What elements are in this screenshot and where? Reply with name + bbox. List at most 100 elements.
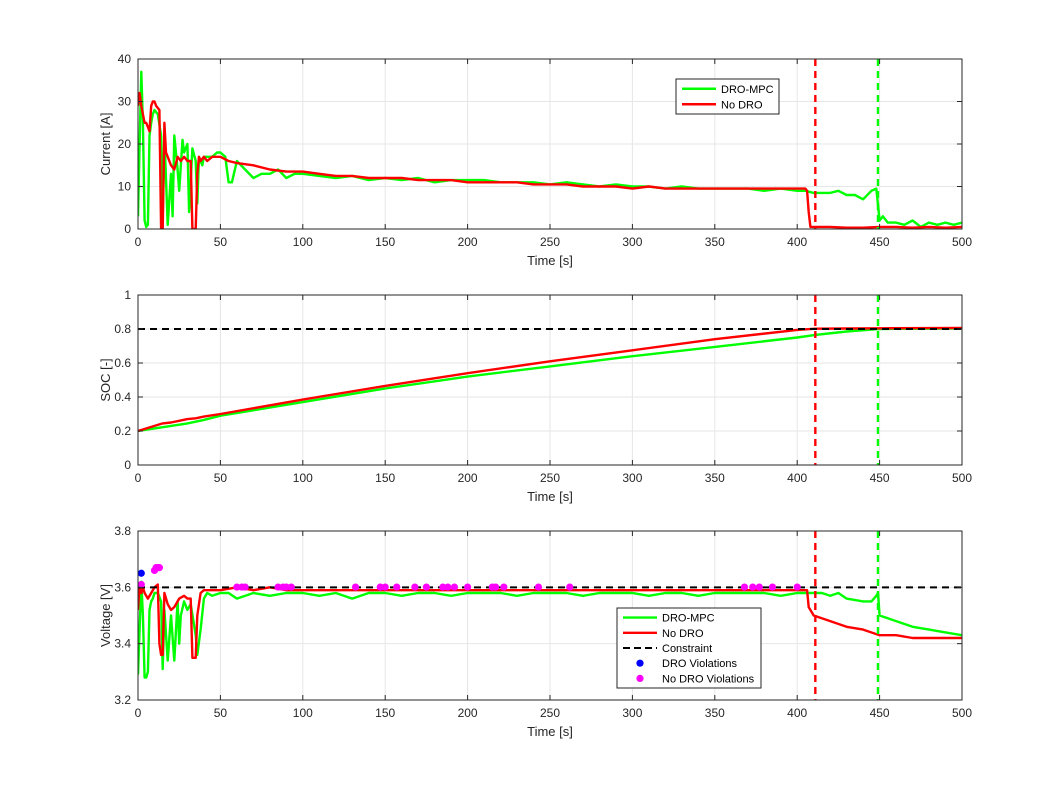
voltage-legend-swatch	[636, 659, 644, 667]
voltage-marker-no-dro-violations	[740, 583, 749, 591]
voltage-xtick-label: 250	[540, 706, 560, 720]
soc-ytick-label: 0.4	[114, 390, 131, 404]
current-ytick-label: 10	[118, 180, 132, 194]
soc-ytick-label: 0.8	[114, 322, 131, 336]
voltage-marker-no-dro-violations	[138, 580, 145, 589]
voltage-xtick-label: 0	[135, 706, 142, 720]
voltage-series-no-dro	[138, 583, 962, 659]
soc-xtick-label: 0	[135, 471, 142, 485]
voltage-marker-no-dro-violations	[274, 583, 282, 591]
soc-xtick-label: 100	[293, 471, 313, 485]
voltage-xtick-label: 450	[870, 706, 890, 720]
soc-xtick-label: 450	[870, 471, 890, 485]
voltage-marker-no-dro-violations	[282, 583, 290, 591]
voltage-ytick-label: 3.2	[114, 693, 131, 707]
soc-xtick-label: 50	[214, 471, 228, 485]
current-xtick-label: 150	[375, 235, 395, 249]
current-xtick-label: 50	[214, 235, 228, 249]
voltage-ytick-label: 3.8	[114, 524, 131, 538]
current-ytick-label: 20	[118, 137, 132, 151]
current-legend-label: No DRO	[721, 99, 763, 111]
current-xtick-label: 350	[705, 235, 725, 249]
current-xtick-label: 0	[135, 235, 142, 249]
voltage-xtick-label: 400	[787, 706, 807, 720]
soc-ytick-label: 1	[124, 288, 131, 302]
voltage-legend-label: No DRO	[662, 628, 704, 640]
voltage-ytick-label: 3.4	[114, 637, 131, 651]
voltage-marker-no-dro-violations	[233, 583, 241, 591]
voltage-legend-swatch	[636, 674, 644, 683]
voltage-marker-no-dro-violations	[393, 583, 401, 591]
current-xtick-label: 400	[787, 235, 807, 249]
soc-xtick-label: 250	[540, 471, 560, 485]
soc-chart: 0 50 100 150 200 250 300 350 400 450 500 0 0.2 0.4 0.6…	[98, 288, 972, 504]
voltage-marker-no-dro-violations	[500, 583, 508, 591]
soc-ytick-label: 0.2	[114, 424, 131, 438]
voltage-marker-no-dro-violations	[464, 583, 472, 591]
current-series-no-dro	[138, 91, 962, 229]
soc-ylabel: SOC [-]	[98, 358, 113, 401]
current-legend: DRO-MPC No DRO	[675, 78, 780, 115]
current-xtick-label: 300	[622, 235, 642, 249]
voltage-ytick-label: 3.6	[114, 580, 131, 594]
current-xtick-label: 200	[458, 235, 478, 249]
current-plot-layer	[138, 59, 962, 229]
current-legend-box	[675, 78, 780, 115]
soc-ytick-label: 0	[124, 458, 131, 472]
current-ytick-label: 40	[118, 52, 132, 66]
soc-xtick-label: 300	[622, 471, 642, 485]
voltage-xtick-label: 50	[214, 706, 228, 720]
current-ytick-label: 0	[124, 222, 131, 236]
current-ytick-label: 30	[118, 95, 132, 109]
voltage-marker-no-dro-violations	[287, 583, 295, 591]
voltage-marker-no-dro-violations	[444, 583, 452, 591]
voltage-legend-label: DRO Violations	[662, 658, 737, 670]
voltage-plot-layer	[138, 531, 962, 700]
voltage-xtick-label: 500	[952, 706, 972, 720]
current-legend-label: DRO-MPC	[721, 84, 774, 96]
soc-xtick-label: 350	[705, 471, 725, 485]
voltage-marker-no-dro-violations	[450, 583, 459, 591]
voltage-marker-no-dro-violations	[155, 564, 164, 572]
current-xtick-label: 500	[952, 235, 972, 249]
voltage-xtick-label: 350	[705, 706, 725, 720]
soc-plot-layer	[138, 295, 962, 465]
voltage-marker-no-dro-violations	[241, 583, 249, 591]
current-xtick-label: 250	[540, 235, 560, 249]
voltage-marker-no-dro-violations	[793, 583, 801, 591]
current-chart: 0 50 100 150 200 250 300 350 400 450 500 0 10 20 30 40 T…	[98, 52, 972, 268]
voltage-marker-no-dro-violations	[492, 583, 500, 591]
voltage-marker-no-dro-violations	[439, 583, 447, 591]
soc-xtick-label: 150	[375, 471, 395, 485]
voltage-marker-no-dro-violations	[422, 583, 430, 591]
voltage-marker-no-dro-violations	[411, 583, 419, 591]
voltage-xtick-label: 100	[293, 706, 313, 720]
current-ylabel: Current [A]	[98, 113, 113, 176]
current-xtick-label: 450	[870, 235, 890, 249]
voltage-marker-no-dro-violations	[566, 583, 574, 591]
voltage-xtick-label: 200	[458, 706, 478, 720]
soc-xlabel: Time [s]	[527, 489, 573, 504]
voltage-xlabel: Time [s]	[527, 724, 573, 739]
voltage-marker-no-dro-violations	[381, 583, 389, 591]
voltage-marker-no-dro-violations	[755, 583, 763, 591]
voltage-legend-label: DRO-MPC	[662, 613, 715, 625]
voltage-ylabel: Voltage [V]	[98, 584, 113, 647]
soc-ytick-label: 0.6	[114, 356, 131, 370]
voltage-xtick-label: 150	[375, 706, 395, 720]
voltage-chart: 0 50 100 150 200 250 300 350 400 450 500 3.2 3.4 3.6 3…	[98, 524, 972, 739]
voltage-marker-no-dro-violations	[376, 583, 384, 591]
voltage-legend-label: No DRO Violations	[662, 673, 755, 685]
voltage-legend: DRO-MPC No DRO Constraint DRO Violations No …	[616, 607, 762, 689]
voltage-marker-no-dro-violations	[749, 583, 757, 591]
current-xtick-label: 100	[293, 235, 313, 249]
voltage-marker-no-dro-violations	[351, 583, 360, 591]
voltage-marker-dro-violations	[138, 569, 145, 577]
soc-xtick-label: 400	[787, 471, 807, 485]
current-xlabel: Time [s]	[527, 253, 573, 268]
voltage-xtick-label: 300	[622, 706, 642, 720]
voltage-marker-no-dro-violations	[768, 583, 777, 591]
soc-xtick-label: 200	[458, 471, 478, 485]
soc-xtick-label: 500	[952, 471, 972, 485]
